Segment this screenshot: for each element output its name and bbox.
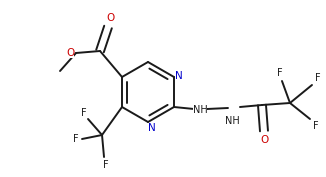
- Text: F: F: [73, 134, 79, 144]
- Text: F: F: [81, 108, 87, 118]
- Text: O: O: [66, 48, 74, 58]
- Text: NH: NH: [225, 116, 239, 126]
- Text: N: N: [175, 71, 183, 81]
- Text: O: O: [106, 13, 114, 23]
- Text: F: F: [277, 68, 283, 78]
- Text: F: F: [315, 73, 321, 83]
- Text: N: N: [148, 123, 156, 133]
- Text: O: O: [261, 135, 269, 145]
- Text: NH: NH: [193, 105, 207, 115]
- Text: F: F: [313, 121, 319, 131]
- Text: F: F: [103, 160, 109, 170]
